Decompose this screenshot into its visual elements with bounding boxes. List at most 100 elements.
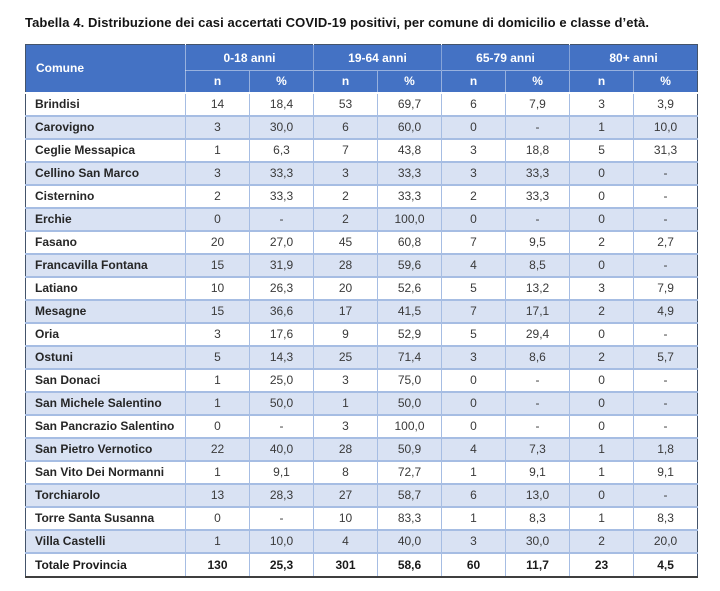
- value-cell: 13,0: [505, 483, 570, 508]
- value-cell: 33,3: [505, 161, 570, 186]
- comune-cell: Villa Castelli: [25, 529, 186, 554]
- value-cell: 53: [313, 92, 378, 117]
- table-row: Villa Castelli 1 10,0 4 40,0 3 30,0 2 20,0: [25, 529, 698, 554]
- comune-cell: Oria: [25, 322, 186, 347]
- value-cell: 4,9: [633, 299, 698, 324]
- value-cell: 18,8: [505, 138, 570, 163]
- value-cell: 7,3: [505, 437, 570, 462]
- value-cell: 9,1: [249, 460, 314, 485]
- table-row: Torchiarolo 13 28,3 27 58,7 6 13,0 0-: [25, 483, 698, 508]
- value-cell: 45: [313, 230, 378, 255]
- value-cell: 27: [313, 483, 378, 508]
- comune-cell: Carovigno: [25, 115, 186, 140]
- value-cell: 8,6: [505, 345, 570, 370]
- value-cell: 0: [441, 414, 506, 439]
- column-header-age-80plus: 80+ anni: [569, 44, 698, 71]
- value-cell: 3: [185, 322, 250, 347]
- value-cell: 4: [441, 437, 506, 462]
- subheader-pct: %: [249, 70, 314, 93]
- table-body: Brindisi 14 18,4 53 69,7 6 7,9 3 3,9 Carovigno 3 30…: [25, 92, 698, 578]
- value-cell: 43,8: [376, 138, 442, 163]
- value-cell: -: [249, 506, 314, 531]
- value-cell: 100,0: [376, 414, 442, 439]
- value-cell: 2: [569, 230, 634, 255]
- table-header: Comune 0-18 anni 19-64 anni 65-79 anni 8…: [25, 44, 698, 93]
- value-cell: -: [633, 368, 698, 393]
- value-cell: 22: [185, 437, 250, 462]
- value-cell: 33,3: [249, 161, 314, 186]
- value-cell: 3: [313, 161, 378, 186]
- table-row: Cellino San Marco 3 33,3 3 33,3 3 33,3 0-: [25, 161, 698, 186]
- value-cell: 25: [313, 345, 378, 370]
- subheader-n: n: [569, 70, 634, 93]
- value-cell: 30,0: [249, 115, 314, 140]
- value-cell: 8,5: [505, 253, 570, 278]
- value-cell: 15: [185, 299, 250, 324]
- value-cell: 4: [441, 253, 506, 278]
- value-cell: -: [505, 115, 570, 140]
- value-cell: 50,0: [376, 391, 442, 416]
- value-cell: 75,0: [376, 368, 442, 393]
- value-cell: 10: [313, 506, 378, 531]
- value-cell: 1: [313, 391, 378, 416]
- value-cell: 50,9: [376, 437, 442, 462]
- covid-cases-table-wrapper: Comune 0-18 anni 19-64 anni 65-79 anni 8…: [25, 44, 699, 578]
- table-row: Ceglie Messapica 1 6,3 7 43,8 3 18,8 5 31,3: [25, 138, 698, 163]
- covid-cases-table: Comune 0-18 anni 19-64 anni 65-79 anni 8…: [25, 44, 699, 578]
- value-cell: 41,5: [376, 299, 442, 324]
- value-cell: 20: [313, 276, 378, 301]
- value-cell: 31,3: [633, 138, 698, 163]
- table-row: Ostuni 5 14,3 25 71,4 3 8,6 2 5,7: [25, 345, 698, 370]
- value-cell: 5: [569, 138, 634, 163]
- value-cell: 25,0: [249, 368, 314, 393]
- value-cell: -: [633, 253, 698, 278]
- value-cell: 6: [441, 92, 506, 117]
- value-cell: 3: [313, 414, 378, 439]
- value-cell: 0: [185, 414, 250, 439]
- value-cell: 11,7: [505, 551, 570, 578]
- value-cell: 8,3: [633, 506, 698, 531]
- value-cell: 6,3: [249, 138, 314, 163]
- value-cell: 29,4: [505, 322, 570, 347]
- value-cell: 3: [569, 92, 634, 117]
- value-cell: 6: [313, 115, 378, 140]
- value-cell: 1: [185, 138, 250, 163]
- value-cell: 7,9: [505, 92, 570, 117]
- value-cell: 50,0: [249, 391, 314, 416]
- value-cell: 58,7: [376, 483, 442, 508]
- value-cell: -: [505, 391, 570, 416]
- value-cell: 52,6: [376, 276, 442, 301]
- value-cell: 18,4: [249, 92, 314, 117]
- value-cell: 9,5: [505, 230, 570, 255]
- comune-cell: Fasano: [25, 230, 186, 255]
- value-cell: 20,0: [633, 529, 698, 554]
- value-cell: 17,6: [249, 322, 314, 347]
- value-cell: 0: [569, 207, 634, 232]
- value-cell: 1,8: [633, 437, 698, 462]
- value-cell: 25,3: [249, 551, 314, 578]
- comune-cell: Erchie: [25, 207, 186, 232]
- value-cell: 0: [569, 161, 634, 186]
- value-cell: 5: [185, 345, 250, 370]
- value-cell: 27,0: [249, 230, 314, 255]
- subheader-n: n: [185, 70, 250, 93]
- value-cell: 3: [313, 368, 378, 393]
- value-cell: 30,0: [505, 529, 570, 554]
- value-cell: 14,3: [249, 345, 314, 370]
- value-cell: 60,0: [376, 115, 442, 140]
- table-row: Brindisi 14 18,4 53 69,7 6 7,9 3 3,9: [25, 92, 698, 117]
- value-cell: 5: [441, 276, 506, 301]
- value-cell: 0: [441, 115, 506, 140]
- comune-cell: Cisternino: [25, 184, 186, 209]
- value-cell: 58,6: [376, 551, 442, 578]
- value-cell: 13: [185, 483, 250, 508]
- value-cell: 0: [569, 253, 634, 278]
- value-cell: 2: [441, 184, 506, 209]
- value-cell: -: [633, 322, 698, 347]
- value-cell: 1: [569, 437, 634, 462]
- value-cell: -: [505, 414, 570, 439]
- value-cell: -: [505, 368, 570, 393]
- value-cell: 3: [441, 161, 506, 186]
- value-cell: 130: [185, 551, 250, 578]
- value-cell: 8: [313, 460, 378, 485]
